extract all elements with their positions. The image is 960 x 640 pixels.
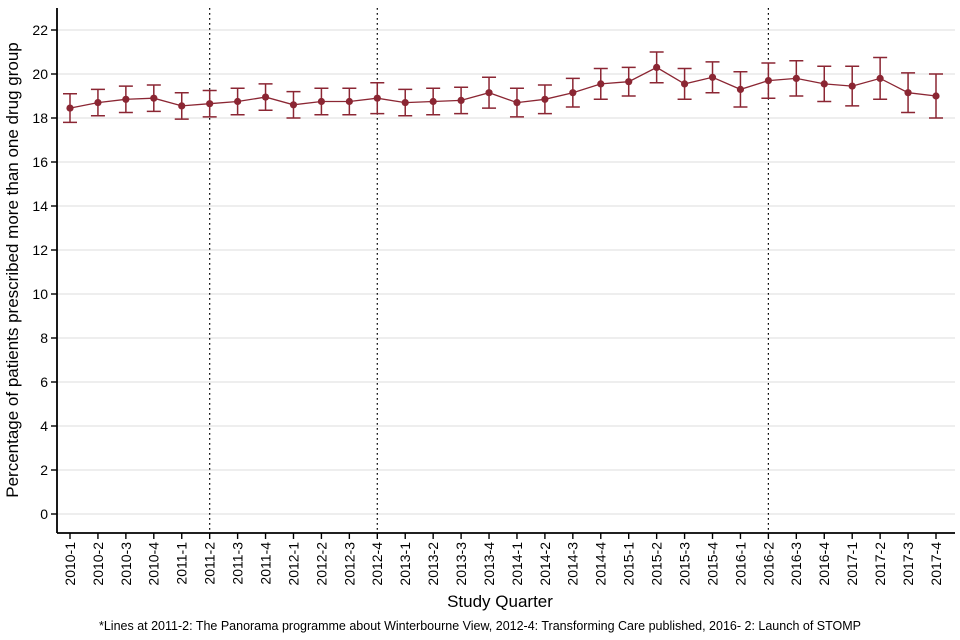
data-point xyxy=(234,97,242,106)
data-point xyxy=(653,63,661,71)
x-tick-label: 2014-2 xyxy=(537,542,553,586)
y-tick-label: 14 xyxy=(32,198,48,214)
data-point xyxy=(345,97,353,106)
data-point xyxy=(94,99,102,107)
x-tick-label: 2014-1 xyxy=(509,542,525,586)
y-axis-title: Percentage of patients prescribed more t… xyxy=(3,42,22,498)
y-tick-label: 6 xyxy=(40,374,48,390)
y-tick-label: 10 xyxy=(32,286,48,302)
chart-layers: 0 2 4 6 8 10 12 14 16 18 20 22 2010-1 2010-2 2010-3 201… xyxy=(32,8,955,586)
x-tick-label: 2017-2 xyxy=(872,542,888,586)
x-tick-label: 2015-3 xyxy=(676,542,692,586)
x-tick-label: 2010-4 xyxy=(146,542,162,586)
data-point xyxy=(876,74,884,82)
y-tick-label: 0 xyxy=(40,506,48,522)
data-point xyxy=(178,102,186,110)
x-tick-label: 2010-1 xyxy=(62,542,78,586)
series-line xyxy=(69,66,937,109)
x-tick-label: 2011-4 xyxy=(257,542,273,585)
data-point xyxy=(736,85,745,93)
data-point xyxy=(792,74,800,82)
x-tick-label: 2011-3 xyxy=(230,542,246,585)
data-point xyxy=(680,80,689,88)
data-point xyxy=(429,97,437,106)
data-point xyxy=(820,80,828,88)
data-point xyxy=(764,77,772,85)
x-tick-label: 2016-1 xyxy=(732,542,748,586)
data-point xyxy=(485,89,493,97)
x-tick-label: 2012-1 xyxy=(285,542,301,586)
x-tick-label: 2014-3 xyxy=(565,542,581,586)
x-tick-label: 2011-1 xyxy=(174,542,190,585)
x-tick-label: 2016-4 xyxy=(816,542,832,586)
x-tick-label: 2015-1 xyxy=(621,542,637,586)
data-point xyxy=(569,89,577,97)
data-point xyxy=(373,94,381,102)
y-tick-label: 16 xyxy=(32,154,48,170)
x-tick-label: 2010-3 xyxy=(118,542,134,586)
x-tick-label: 2013-1 xyxy=(397,542,413,586)
data-point xyxy=(317,97,326,106)
x-tick-label: 2017-1 xyxy=(844,542,860,586)
data-point xyxy=(541,95,549,103)
y-tick-label: 18 xyxy=(32,110,48,126)
data-point xyxy=(401,99,409,107)
y-tick-label: 22 xyxy=(32,22,48,38)
data-point xyxy=(625,78,633,86)
data-point xyxy=(597,80,605,88)
y-tick-label: 8 xyxy=(40,330,48,346)
data-point xyxy=(904,89,912,97)
data-point xyxy=(708,73,717,81)
x-tick-label: 2010-2 xyxy=(90,542,106,586)
x-tick-label: 2013-3 xyxy=(453,542,469,586)
y-tick-label: 4 xyxy=(40,418,48,434)
x-tick-label: 2011-2 xyxy=(202,542,218,585)
x-tick-label: 2017-4 xyxy=(928,542,944,586)
data-point xyxy=(289,101,298,109)
y-tick-label: 12 xyxy=(32,242,48,258)
x-tick-label: 2012-3 xyxy=(341,542,357,586)
y-tick-label: 20 xyxy=(32,66,48,82)
y-tick-label: 2 xyxy=(40,462,48,478)
data-point xyxy=(122,95,130,103)
data-point xyxy=(206,100,214,108)
data-point xyxy=(66,104,74,112)
x-axis-title: Study Quarter xyxy=(447,592,553,611)
x-tick-label: 2016-3 xyxy=(788,542,804,586)
data-point xyxy=(150,94,158,102)
footnote: *Lines at 2011-2: The Panorama programme… xyxy=(99,619,861,633)
data-point xyxy=(932,92,940,100)
data-point xyxy=(848,82,856,90)
x-tick-label: 2014-4 xyxy=(593,542,609,586)
data-point xyxy=(513,99,521,107)
x-tick-label: 2013-2 xyxy=(425,542,441,586)
x-tick-label: 2016-2 xyxy=(760,542,776,586)
x-tick-label: 2012-4 xyxy=(369,542,385,586)
x-tick-label: 2015-2 xyxy=(649,542,665,586)
data-point xyxy=(457,96,465,104)
x-tick-label: 2015-4 xyxy=(704,542,720,586)
data-point xyxy=(261,93,270,101)
x-tick-label: 2013-4 xyxy=(481,542,497,586)
x-tick-label: 2017-3 xyxy=(900,542,916,586)
x-tick-label: 2012-2 xyxy=(313,542,329,586)
